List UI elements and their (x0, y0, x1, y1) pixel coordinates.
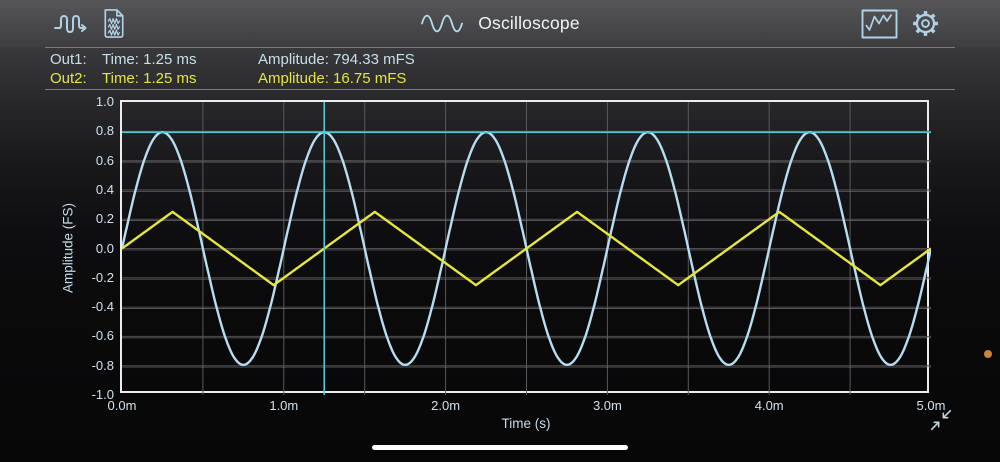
channel-label: Out1: (50, 51, 87, 68)
y-axis-tick-labels: 1.0 0.8 0.6 0.4 0.2 0.0 -0.2 -0.4 -0.6 -0.8 -1.0 (0, 94, 114, 402)
y-tick-label: 0.2 (95, 211, 114, 227)
waveform-plot[interactable] (122, 102, 931, 395)
signal-output-icon[interactable] (54, 10, 88, 38)
y-tick-label: 0.4 (95, 181, 114, 197)
app-title-group: Oscilloscope (0, 0, 1000, 47)
x-axis-title: Time (s) (501, 416, 551, 431)
time-readout: Time: 1.25 ms (102, 51, 197, 68)
y-tick-label: -0.6 (91, 328, 114, 344)
home-indicator[interactable] (372, 445, 628, 450)
amplitude-readout: Amplitude: 794.33 mFS (258, 51, 415, 68)
y-tick-label: -0.4 (91, 299, 114, 315)
x-tick-label: 5.0m (916, 398, 946, 413)
channel-label: Out2: (50, 70, 87, 87)
amplitude-readout: Amplitude: 16.75 mFS (258, 70, 407, 87)
x-tick-label: 4.0m (754, 398, 784, 413)
y-tick-label: -0.8 (91, 357, 114, 373)
out1-readout-row: Out1: Time: 1.25 ms Amplitude: 794.33 mF… (50, 50, 415, 69)
x-tick-label: 2.0m (431, 398, 461, 413)
navbar-left-group (54, 0, 127, 47)
y-tick-label: 1.0 (95, 94, 114, 109)
main-area: Out1: Time: 1.25 ms Amplitude: 794.33 mF… (0, 47, 1000, 462)
x-tick-label: 3.0m (592, 398, 622, 413)
y-tick-label: 0.0 (95, 240, 114, 256)
settings-gear-icon[interactable] (909, 7, 942, 40)
x-axis-tick-labels: 0.0m 1.0m 2.0m 3.0m 4.0m 5.0m (108, 398, 946, 414)
y-tick-label: 0.6 (95, 152, 114, 168)
divider-top (45, 47, 955, 48)
out2-readout-row: Out2: Time: 1.25 ms Amplitude: 16.75 mFS (50, 69, 406, 88)
sine-wave-icon (420, 11, 466, 36)
time-readout: Time: 1.25 ms (102, 70, 197, 87)
navbar: Oscilloscope (0, 0, 1000, 47)
y-tick-label: -1.0 (91, 387, 114, 402)
divider-bottom (45, 89, 955, 90)
collapse-fullscreen-icon[interactable] (926, 406, 956, 436)
page-title: Oscilloscope (478, 13, 580, 33)
plot-area[interactable] (120, 100, 931, 395)
x-tick-label: 0.0m (107, 398, 137, 413)
waveform-chart-icon[interactable] (861, 9, 898, 39)
navbar-right-group (861, 0, 942, 47)
x-tick-label: 1.0m (269, 398, 299, 413)
waveform-file-icon[interactable] (101, 8, 127, 39)
mic-indicator-dot (984, 350, 992, 358)
y-tick-label: -0.2 (91, 269, 114, 285)
y-tick-label: 0.8 (95, 123, 114, 139)
